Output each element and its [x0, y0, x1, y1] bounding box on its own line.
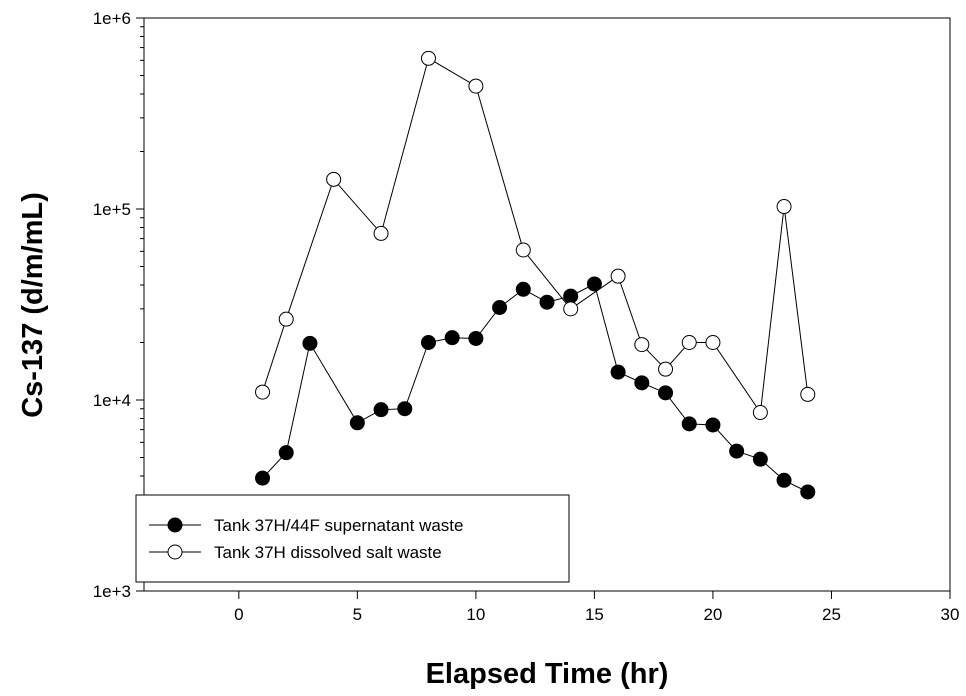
data-point-series-2 — [800, 386, 816, 402]
data-point-series-2 — [610, 268, 626, 284]
data-point-series-2 — [776, 199, 792, 215]
series-line-2 — [262, 57, 809, 414]
legend-label-supernatant: Tank 37H/44F supernatant waste — [214, 516, 463, 535]
x-tick-label: 5 — [353, 605, 362, 624]
data-point-series-2 — [373, 225, 389, 241]
x-tick-label: 0 — [234, 605, 243, 624]
data-point-series-2 — [634, 337, 650, 353]
legend-marker-supernatant — [167, 517, 183, 533]
series-line-1 — [262, 283, 809, 493]
data-point-series-1 — [586, 276, 602, 292]
data-point-series-1 — [634, 375, 650, 391]
data-point-series-1 — [255, 470, 271, 486]
data-point-series-2 — [705, 335, 721, 351]
x-tick-label: 25 — [822, 605, 841, 624]
data-point-series-2 — [468, 78, 484, 94]
data-point-series-2 — [515, 242, 531, 258]
y-axis-title: Cs-137 (d/m/mL) — [17, 192, 49, 418]
plot-frame — [143, 17, 951, 592]
y-tick-label: 1e+3 — [93, 582, 131, 601]
data-point-series-1 — [278, 445, 294, 461]
data-point-series-1 — [705, 417, 721, 433]
data-point-series-1 — [515, 281, 531, 297]
legend-box — [135, 494, 570, 583]
data-point-series-2 — [563, 301, 579, 317]
data-point-series-1 — [539, 294, 555, 310]
data-point-series-1 — [800, 484, 816, 500]
data-point-series-1 — [610, 364, 626, 380]
data-point-series-1 — [373, 402, 389, 418]
legend: Tank 37H/44F supernatant waste Tank 37H … — [135, 494, 570, 583]
data-point-series-2 — [752, 405, 768, 421]
data-point-series-2 — [681, 335, 697, 351]
legend-label-dissolved: Tank 37H dissolved salt waste — [214, 543, 442, 562]
data-point-series-1 — [563, 288, 579, 304]
data-point-series-1 — [776, 472, 792, 488]
data-point-series-1 — [492, 299, 508, 315]
data-point-series-2 — [420, 50, 436, 66]
data-point-series-1 — [729, 443, 745, 459]
data-point-series-1 — [302, 335, 318, 351]
y-tick-label: 1e+6 — [93, 9, 131, 28]
y-tick-label: 1e+5 — [93, 200, 131, 219]
data-point-series-2 — [658, 361, 674, 377]
legend-marker-dissolved — [167, 544, 183, 560]
x-axis-title: Elapsed Time (hr) — [426, 658, 669, 690]
x-tick-label: 30 — [941, 605, 960, 624]
series-layer — [255, 50, 816, 500]
data-point-series-1 — [444, 330, 460, 346]
data-point-series-1 — [658, 385, 674, 401]
x-tick-label: 10 — [466, 605, 485, 624]
data-point-series-1 — [681, 416, 697, 432]
data-point-series-1 — [468, 330, 484, 346]
x-tick-label: 15 — [585, 605, 604, 624]
data-point-series-1 — [397, 401, 413, 417]
data-point-series-1 — [349, 415, 365, 431]
data-point-series-1 — [752, 451, 768, 467]
data-point-series-2 — [255, 384, 271, 400]
data-point-series-1 — [420, 335, 436, 351]
data-point-series-2 — [326, 171, 342, 187]
x-tick-label: 20 — [703, 605, 722, 624]
x-axis-ticks: 0 5 10 15 20 25 30 — [234, 591, 959, 624]
y-tick-label: 1e+4 — [93, 391, 131, 410]
data-point-series-2 — [278, 311, 294, 327]
